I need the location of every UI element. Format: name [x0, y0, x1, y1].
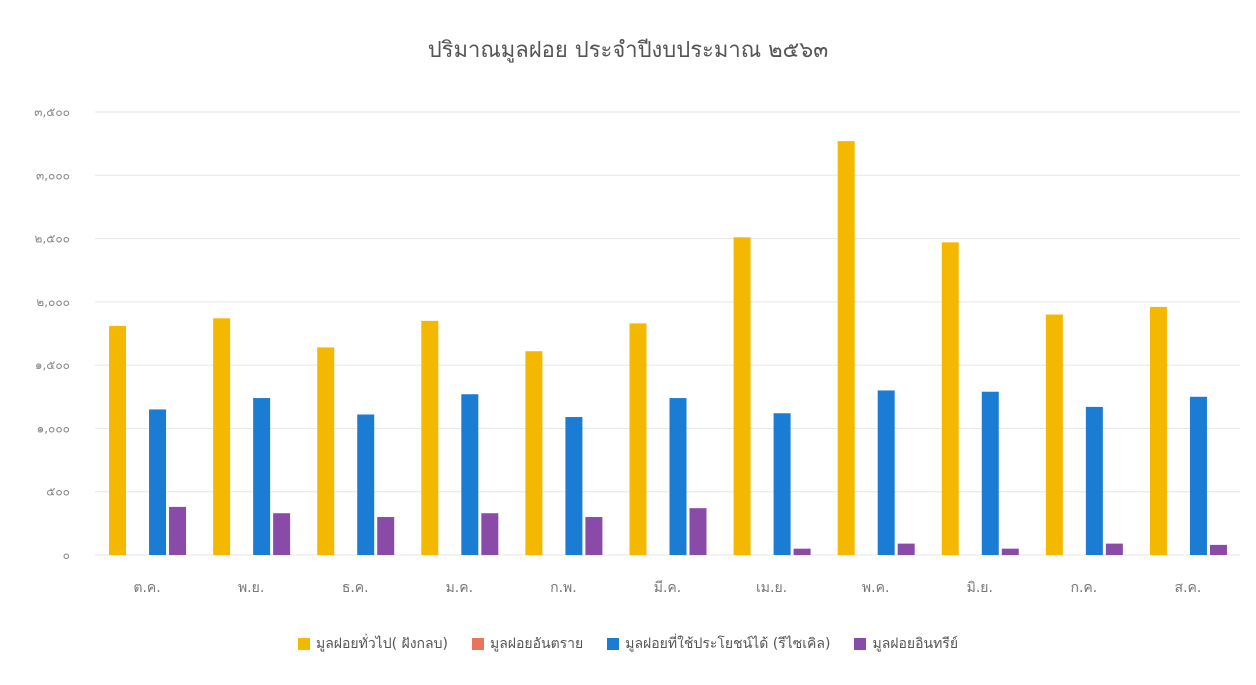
bar-1 [525, 351, 543, 555]
x-tick-label: ส.ค. [1175, 580, 1202, 596]
y-tick-label: ๓,๕๐๐ [34, 105, 70, 119]
bar-3 [357, 414, 375, 555]
legend-label: มูลฝอยอันตราย [489, 636, 584, 652]
bar-1 [1149, 306, 1167, 555]
bar-3 [669, 398, 687, 555]
legend-item: มูลฝอยที่ใช้ประโยชน์ได้ (รีไซเคิล) [607, 633, 830, 655]
y-tick-label: ๓,๐๐๐ [36, 168, 70, 182]
bar-3 [877, 390, 895, 555]
x-tick-label: พ.ย. [238, 580, 264, 596]
x-tick-label: มี.ค. [654, 580, 682, 596]
x-tick-label: ก.พ. [550, 580, 577, 596]
x-tick-label: พ.ค. [862, 580, 890, 596]
bar-3 [253, 398, 271, 555]
bar-3 [149, 409, 167, 555]
bar-1 [837, 141, 855, 555]
bar-1 [1045, 314, 1063, 555]
bar-1 [213, 318, 231, 555]
bar-4 [377, 517, 395, 555]
y-tick-label: ๑,๕๐๐ [35, 358, 70, 372]
legend-swatch [297, 638, 310, 650]
bar-3 [773, 413, 791, 555]
legend-item: มูลฝอยอันตราย [471, 633, 584, 655]
bar-3 [461, 394, 479, 555]
bar-4 [689, 508, 707, 555]
bar-3 [981, 391, 999, 555]
bar-4 [1105, 543, 1123, 555]
bar-1 [941, 242, 959, 555]
y-tick-label: ๒,๕๐๐ [35, 232, 70, 246]
x-tick-label: ก.ค. [1070, 580, 1097, 596]
bar-1 [629, 323, 647, 555]
y-tick-label: ๕๐๐ [46, 485, 70, 499]
bar-3 [1189, 396, 1207, 555]
bar-4 [585, 517, 603, 555]
x-tick-label: มิ.ย. [967, 580, 993, 596]
x-tick-label: ม.ค. [446, 580, 474, 596]
bar-4 [273, 513, 291, 555]
bar-4 [897, 543, 915, 555]
y-tick-label: ๐ [63, 548, 70, 562]
bar-3 [1085, 406, 1103, 555]
bar-1 [733, 237, 751, 555]
bar-4 [169, 506, 187, 555]
bars [109, 141, 1227, 555]
bar-4 [793, 548, 811, 555]
bar-3 [565, 417, 583, 555]
y-tick-label: ๑,๐๐๐ [37, 421, 70, 435]
legend-label: มูลฝอยที่ใช้ประโยชน์ได้ (รีไซเคิล) [625, 636, 831, 652]
x-axis-ticks: ต.ค. พ.ย. ธ.ค. ม.ค. ก.พ. มี.ค. เม.ย. พ.ค. มิ.ย. ก… [133, 580, 1201, 596]
bar-1 [317, 347, 335, 555]
bar-4 [1209, 544, 1227, 555]
chart-title: ปริมาณมูลฝอย ประจำปีงบประมาณ ๒๕๖๓ [427, 38, 829, 63]
legend-swatch [854, 638, 867, 650]
x-tick-label: เม.ย. [756, 580, 787, 596]
legend-swatch [471, 638, 484, 650]
legend-item: มูลฝอยทั่วไป( ฝังกลบ) [297, 633, 448, 655]
y-axis-ticks: ๐ ๕๐๐ ๑,๐๐๐ ๑,๕๐๐ ๒,๐๐๐ ๒,๕๐๐ ๓,๐๐๐ ๓,๕๐๐ [34, 105, 70, 562]
bar-1 [109, 325, 127, 555]
y-tick-label: ๒,๐๐๐ [36, 295, 70, 309]
legend: มูลฝอยทั่วไป( ฝังกลบ) มูลฝอยอันตราย มูลฝอย… [0, 633, 1256, 655]
x-tick-label: ต.ค. [133, 580, 160, 596]
legend-item: มูลฝอยอินทรีย์ [854, 633, 958, 655]
bar-4 [481, 513, 499, 555]
bar-4 [1001, 548, 1019, 555]
legend-label: มูลฝอยอินทรีย์ [872, 636, 959, 652]
legend-swatch [607, 638, 620, 650]
legend-label: มูลฝอยทั่วไป( ฝังกลบ) [315, 636, 448, 652]
bar-1 [421, 320, 439, 555]
x-tick-label: ธ.ค. [342, 580, 369, 596]
